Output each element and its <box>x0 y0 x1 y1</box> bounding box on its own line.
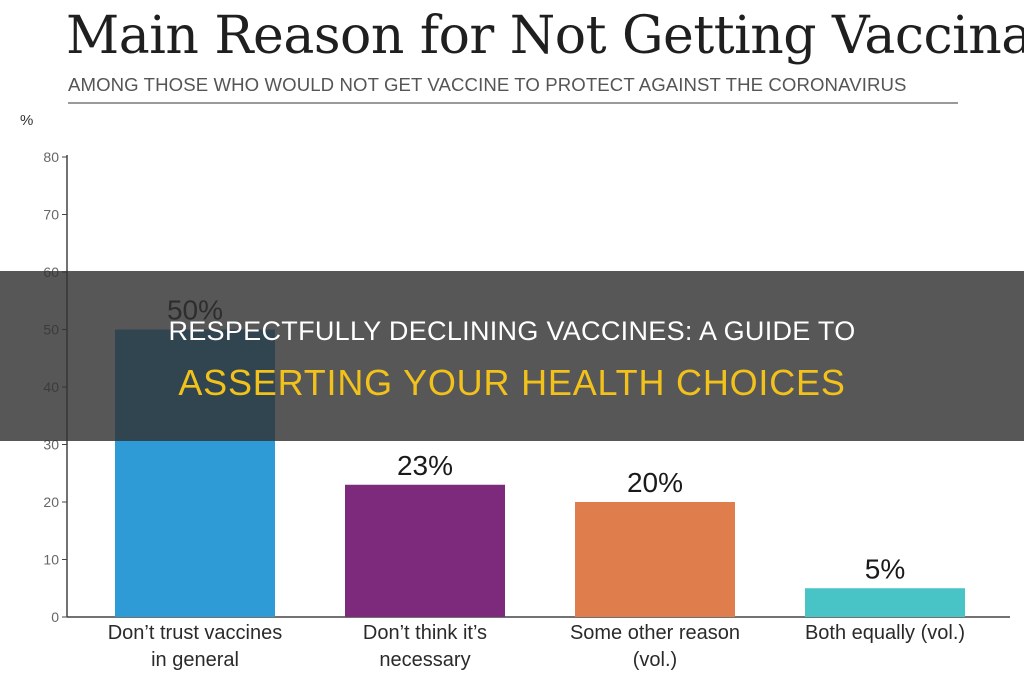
x-category-label: Don’t trust vaccines <box>108 622 283 644</box>
y-tick-label: 10 <box>43 552 59 568</box>
x-category-label: (vol.) <box>633 649 677 671</box>
x-category-label: in general <box>151 649 239 671</box>
title-banner <box>0 271 1024 441</box>
y-tick-label: 70 <box>43 207 59 223</box>
banner-headline-line-1: RESPECTFULLY DECLINING VACCINES: A GUIDE… <box>168 316 856 346</box>
bar-value-label: 23% <box>397 450 453 481</box>
banner-headline-line-2: ASSERTING YOUR HEALTH CHOICES <box>178 362 846 403</box>
y-tick-label: 0 <box>51 609 59 625</box>
x-category-label: Some other reason <box>570 622 740 644</box>
x-category-label: necessary <box>379 649 470 671</box>
chart-subtitle: AMONG THOSE WHO WOULD NOT GET VACCINE TO… <box>68 74 958 104</box>
y-tick-label: 20 <box>43 494 59 510</box>
y-axis-unit-label: % <box>20 112 34 129</box>
bar-value-label: 20% <box>627 467 683 498</box>
bar <box>345 484 505 617</box>
chart-title: Main Reason for Not Getting Vaccinated <box>66 6 1024 66</box>
bar-value-label: 5% <box>865 553 905 584</box>
x-category-label: Don’t think it’s <box>363 622 487 644</box>
y-tick-label: 80 <box>43 149 59 165</box>
x-category-label: Both equally (vol.) <box>805 622 965 644</box>
bar <box>575 502 735 617</box>
bar <box>805 588 965 617</box>
